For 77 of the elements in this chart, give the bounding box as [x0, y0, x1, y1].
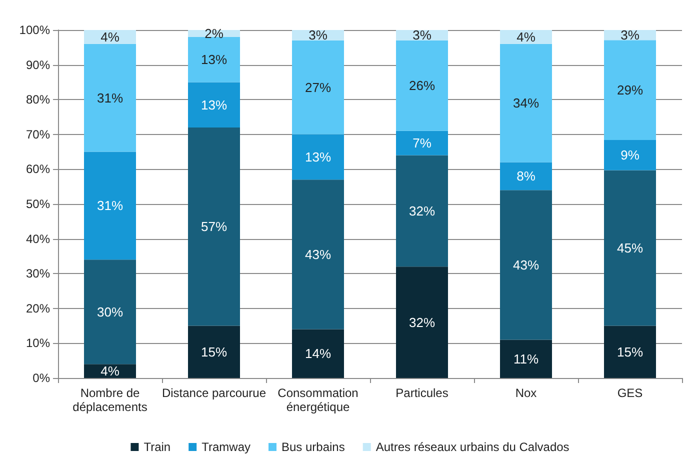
x-tick-label: Distance parcourue [162, 386, 266, 400]
bar [188, 127, 240, 326]
bar [396, 155, 448, 267]
data-label: 57% [200, 219, 228, 234]
data-label: 9% [620, 148, 640, 163]
bar [604, 40, 656, 140]
data-label: 13% [200, 52, 228, 68]
data-label: 27% [304, 80, 332, 95]
bar [188, 326, 240, 378]
x-tick-label: Nombre de déplacements [72, 386, 148, 414]
data-label: 31% [96, 90, 124, 106]
bar [84, 152, 136, 260]
data-label: 43% [304, 246, 332, 262]
bar [604, 170, 656, 326]
bar [500, 30, 552, 44]
legend-label: Bus urbains [281, 440, 345, 454]
data-label: 29% [616, 82, 644, 98]
bar [292, 134, 344, 180]
bar [500, 340, 552, 378]
bar [292, 180, 344, 330]
data-label: 13% [304, 150, 332, 165]
bar [292, 40, 344, 134]
bar [396, 130, 448, 156]
bar [292, 329, 344, 378]
x-tick-label: Consommation énergétique [278, 386, 358, 414]
data-label: 32% [408, 203, 436, 218]
data-label: 13% [200, 97, 228, 112]
x-tick-label: Particules [396, 386, 448, 400]
bar [188, 82, 240, 128]
data-label: 30% [96, 304, 124, 320]
bar [84, 364, 136, 378]
x-tick-label: Nox [515, 386, 537, 400]
bar [604, 326, 656, 378]
y-tick-label: 100% [19, 23, 50, 37]
y-tick-label: 50% [26, 197, 50, 211]
bar [500, 162, 552, 190]
y-tick-label: 60% [26, 162, 50, 176]
bar [604, 140, 656, 170]
data-label: 8% [516, 168, 536, 184]
bar [500, 190, 552, 340]
bar [188, 36, 240, 82]
bar [84, 44, 136, 152]
data-label: 31% [96, 198, 124, 214]
data-label: 34% [512, 96, 540, 111]
data-label: 15% [200, 344, 228, 360]
y-tick-label: 70% [26, 127, 50, 142]
y-tick-label: 90% [26, 58, 50, 72]
data-label: 26% [408, 78, 436, 94]
data-label: 45% [616, 240, 644, 256]
y-tick-label: 30% [26, 266, 50, 281]
y-tick-label: 20% [26, 301, 50, 316]
data-label: 3% [308, 28, 328, 43]
y-tick-label: 0% [32, 371, 50, 385]
data-label: 32% [408, 314, 436, 330]
legend-label: Tramway [202, 440, 250, 454]
data-label: 2% [204, 26, 224, 41]
data-label: 15% [616, 344, 644, 360]
bar [500, 44, 552, 162]
x-tick-label: GES [617, 386, 643, 400]
bar [84, 260, 136, 364]
legend-label: Train [144, 440, 171, 454]
data-label: 4% [100, 29, 120, 44]
data-label: 3% [412, 28, 432, 43]
y-tick-label: 40% [26, 232, 50, 246]
y-tick-label: 80% [26, 92, 50, 107]
data-label: 14% [304, 346, 332, 362]
bar [84, 30, 136, 44]
data-label: 11% [513, 351, 539, 366]
legend-label: Autres réseaux urbains du Calvados [376, 440, 570, 454]
bar [396, 266, 448, 378]
data-label: 43% [512, 257, 540, 272]
data-label: 3% [620, 28, 640, 43]
data-label: 4% [516, 29, 536, 44]
bar [396, 40, 448, 131]
data-label: 7% [412, 136, 432, 151]
y-tick-label: 10% [26, 336, 50, 350]
data-label: 4% [100, 364, 120, 379]
